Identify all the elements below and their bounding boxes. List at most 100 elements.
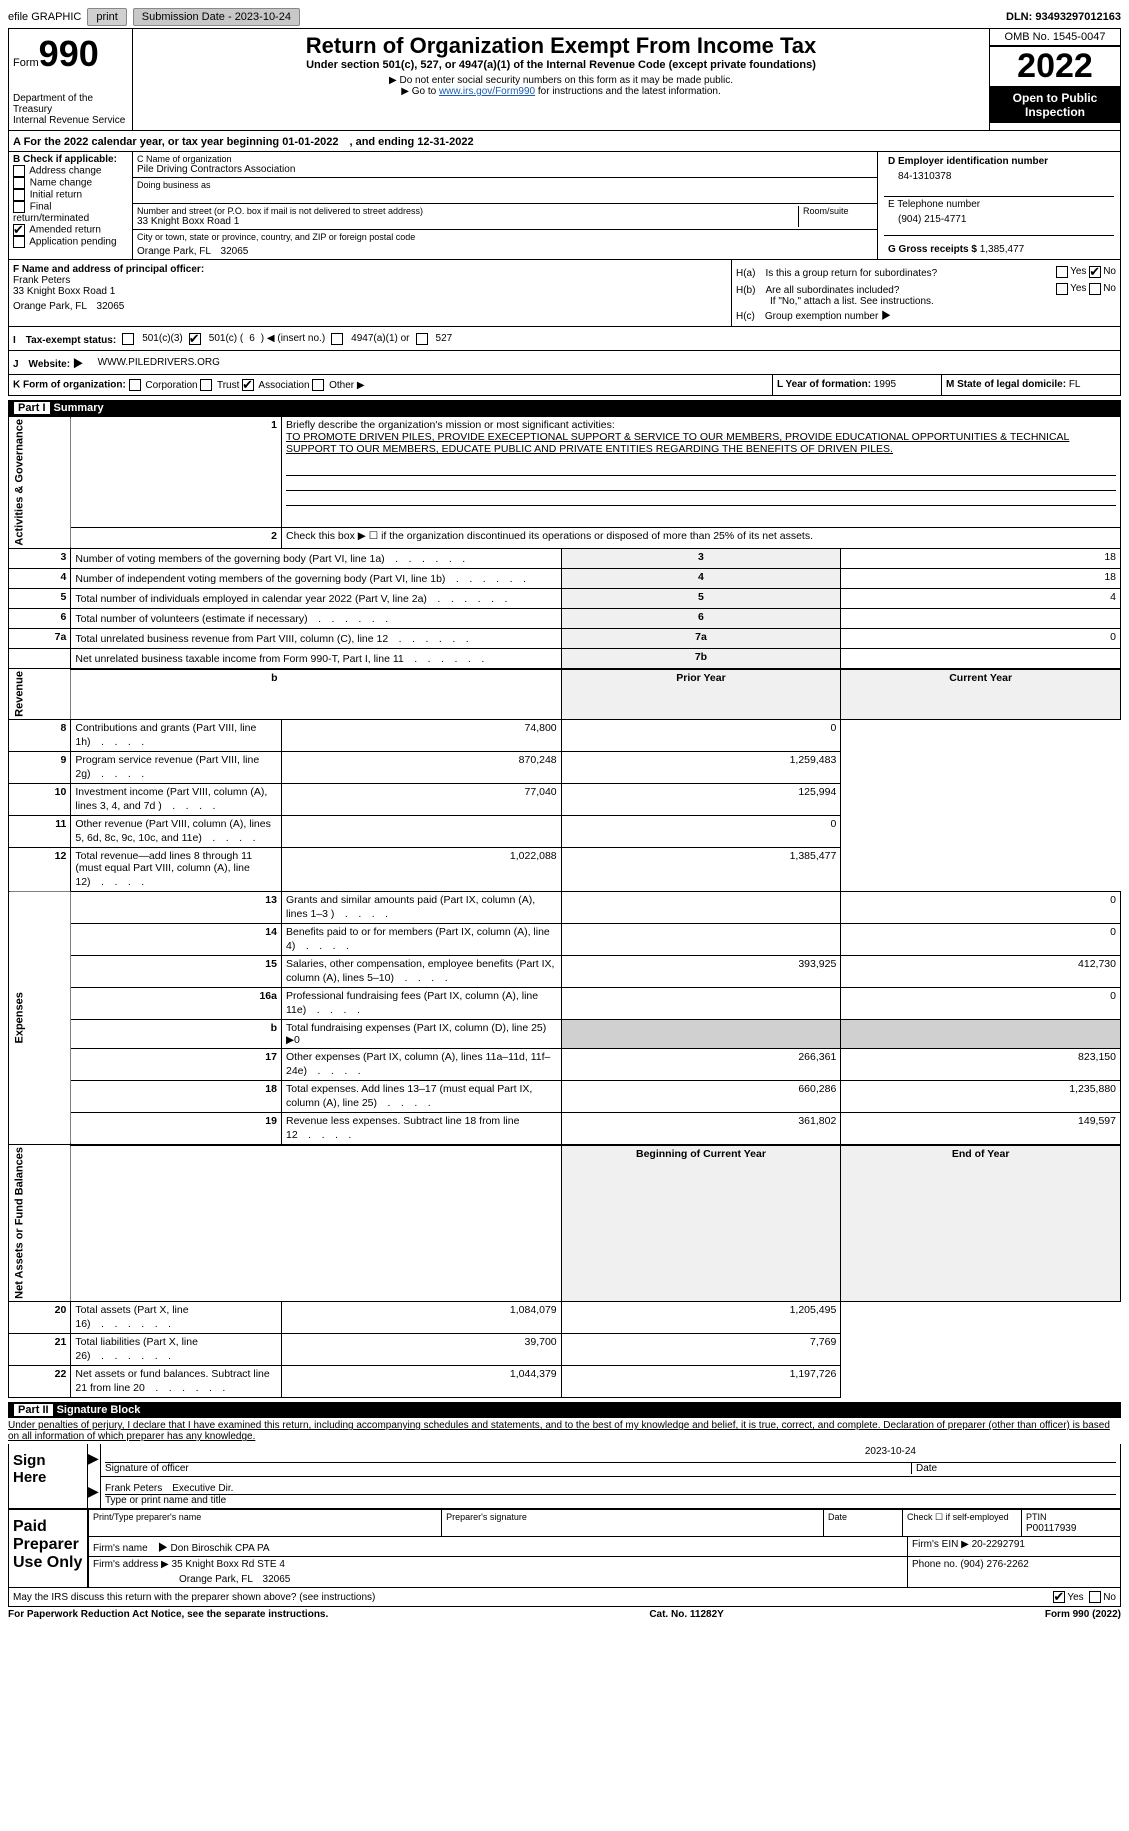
row-a-tax-year: A For the 2022 calendar year, or tax yea… <box>8 131 1121 152</box>
box-b-checkbox[interactable] <box>13 201 25 213</box>
tel-value: (904) 215-4771 <box>888 210 1110 225</box>
officer-label: F Name and address of principal officer: <box>13 264 204 275</box>
firm-ein: 20-2292791 <box>972 1539 1025 1550</box>
row-k: K Form of organization: Corporation Trus… <box>9 375 773 395</box>
dln-label: DLN: 93493297012163 <box>1006 11 1121 23</box>
paid-preparer-block: Paid Preparer Use Only Print/Type prepar… <box>8 1509 1121 1588</box>
form-number: Form990 <box>13 33 128 75</box>
firm-name-label: Firm's name ▶ <box>93 1543 168 1554</box>
city-state-zip: Orange Park, FL 32065 <box>137 242 873 257</box>
part-2-header: Part IISignature Block <box>8 1402 1121 1418</box>
date-label: Date <box>911 1463 1116 1474</box>
form-note-1: ▶ Do not enter social security numbers o… <box>137 75 985 86</box>
city-label: City or town, state or province, country… <box>137 232 873 242</box>
begin-year-header: Beginning of Current Year <box>561 1145 841 1302</box>
irs-link[interactable]: www.irs.gov/Form990 <box>439 86 535 97</box>
box-b-checkbox[interactable] <box>13 189 25 201</box>
mission-text: TO PROMOTE DRIVEN PILES, PROVIDE EXECEPT… <box>286 431 1069 455</box>
street-address: 33 Knight Boxx Road 1 <box>137 216 794 227</box>
phone-value: (904) 276-2262 <box>960 1559 1028 1570</box>
efile-label: efile GRAPHIC <box>8 11 81 23</box>
submission-date-label: Submission Date - 2023-10-24 <box>133 8 300 26</box>
tel-label: E Telephone number <box>888 199 1110 210</box>
row-k-checkbox[interactable] <box>129 379 141 391</box>
row-m: M State of legal domicile: FL <box>942 375 1120 395</box>
hb-label: H(b) Are all subordinates included? <box>736 281 1056 296</box>
box-b-checkbox[interactable] <box>13 177 25 189</box>
gross-value: 1,385,477 <box>980 244 1025 255</box>
ha-no-checkbox[interactable] <box>1089 266 1101 278</box>
signature-block: Sign Here ▶ 2023-10-24 Signature of offi… <box>8 1444 1121 1509</box>
box-b-checkbox[interactable] <box>13 224 25 236</box>
end-year-header: End of Year <box>841 1145 1121 1302</box>
hc-label: H(c) Group exemption number ▶ <box>736 307 1116 322</box>
box-b-checkbox[interactable] <box>13 165 25 177</box>
form-title: Return of Organization Exempt From Incom… <box>137 33 985 59</box>
row-k-checkbox[interactable] <box>312 379 324 391</box>
current-year-header: Current Year <box>841 669 1121 720</box>
org-name-label: C Name of organization <box>137 154 873 164</box>
row-k-checkbox[interactable] <box>242 379 254 391</box>
officer-addr1: 33 Knight Boxx Road 1 <box>13 286 115 297</box>
declaration-text: Under penalties of perjury, I declare th… <box>8 1418 1121 1444</box>
row-l: L Year of formation: 1995 <box>773 375 942 395</box>
hb-yes-checkbox[interactable] <box>1056 283 1068 295</box>
prep-date-label: Date <box>828 1512 847 1522</box>
addr-label: Number and street (or P.O. box if mail i… <box>137 206 794 216</box>
ha-yes-checkbox[interactable] <box>1056 266 1068 278</box>
527-checkbox[interactable] <box>416 333 428 345</box>
firm-addr-label: Firm's address ▶ <box>93 1559 169 1570</box>
501c-checkbox[interactable] <box>189 333 201 345</box>
dept-label: Department of the Treasury Internal Reve… <box>13 93 128 126</box>
side-label-netassets: Net Assets or Fund Balances <box>9 1145 71 1302</box>
prep-sig-label: Preparer's signature <box>446 1512 527 1522</box>
top-toolbar: efile GRAPHIC print Submission Date - 20… <box>8 8 1121 26</box>
ein-label: D Employer identification number <box>888 156 1048 167</box>
firm-city: Orange Park, FL 32065 <box>93 1574 290 1585</box>
may-irs-row: May the IRS discuss this return with the… <box>8 1588 1121 1607</box>
tax-year: 2022 <box>990 46 1120 87</box>
prior-year-header: Prior Year <box>561 669 841 720</box>
side-label-governance: Activities & Governance <box>9 417 71 549</box>
officer-name-title: Frank Peters Executive Dir. <box>105 1479 1116 1494</box>
open-inspection-label: Open to Public Inspection <box>990 87 1120 123</box>
org-name: Pile Driving Contractors Association <box>137 164 873 175</box>
gross-label: G Gross receipts $ <box>888 244 977 255</box>
firm-ein-label: Firm's EIN ▶ <box>912 1539 969 1550</box>
paid-preparer-label: Paid Preparer Use Only <box>9 1510 88 1587</box>
section-bcd: B Check if applicable: Address change Na… <box>8 152 1121 260</box>
officer-name: Frank Peters <box>13 275 70 286</box>
summary-table: Activities & Governance 1 Briefly descri… <box>8 416 1121 1398</box>
sig-officer-label: Signature of officer <box>105 1463 911 1474</box>
hb-note: If "No," attach a list. See instructions… <box>736 296 1116 307</box>
side-label-revenue: Revenue <box>9 669 71 720</box>
hb-no-checkbox[interactable] <box>1089 283 1101 295</box>
sign-here-label: Sign Here <box>9 1444 88 1508</box>
ha-label: H(a) Is this a group return for subordin… <box>736 264 1056 279</box>
may-irs-yes-checkbox[interactable] <box>1053 1591 1065 1603</box>
ptin-value: P00117939 <box>1026 1523 1076 1534</box>
firm-addr: 35 Knight Boxx Rd STE 4 <box>172 1559 285 1570</box>
print-button[interactable]: print <box>87 8 126 26</box>
dba-label: Doing business as <box>137 180 873 190</box>
room-label: Room/suite <box>803 206 873 216</box>
side-label-expenses: Expenses <box>9 891 71 1145</box>
may-irs-no-checkbox[interactable] <box>1089 1591 1101 1603</box>
form-subtitle: Under section 501(c), 527, or 4947(a)(1)… <box>137 59 985 71</box>
omb-label: OMB No. 1545-0047 <box>990 29 1120 46</box>
box-b-checkbox[interactable] <box>13 236 25 248</box>
501c3-checkbox[interactable] <box>122 333 134 345</box>
section-fh: F Name and address of principal officer:… <box>8 260 1121 327</box>
phone-label: Phone no. <box>912 1559 958 1570</box>
q2-text: Check this box ▶ ☐ if the organization d… <box>281 528 1120 548</box>
q1-label: Briefly describe the organization's miss… <box>286 419 615 431</box>
form-header: Form990 Department of the Treasury Inter… <box>8 28 1121 131</box>
box-b-checkboxes: B Check if applicable: Address change Na… <box>9 152 133 259</box>
ptin-label: PTIN <box>1026 1512 1047 1522</box>
officer-addr2: Orange Park, FL 32065 <box>13 301 124 312</box>
4947-checkbox[interactable] <box>331 333 343 345</box>
page-footer: For Paperwork Reduction Act Notice, see … <box>8 1609 1121 1620</box>
row-klm: K Form of organization: Corporation Trus… <box>8 375 1121 396</box>
row-k-checkbox[interactable] <box>200 379 212 391</box>
sig-date-value: 2023-10-24 <box>105 1446 1116 1462</box>
